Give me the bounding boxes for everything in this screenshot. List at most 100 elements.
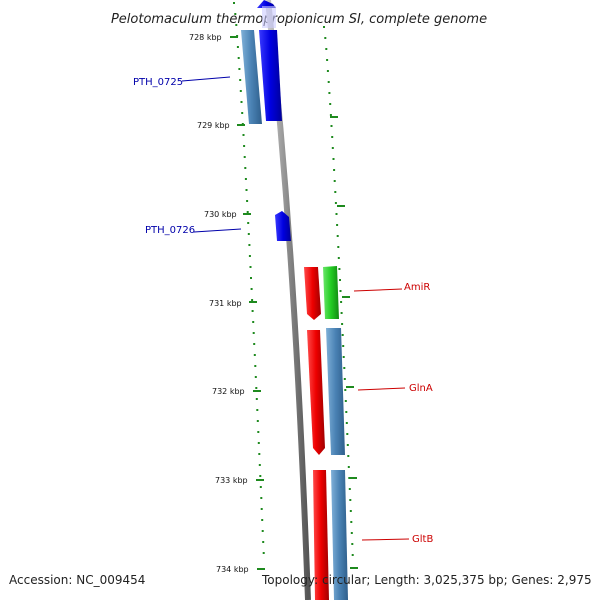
scale-dot <box>344 389 347 391</box>
scale-dot <box>347 455 350 457</box>
kbp-tick-label: 729 kbp <box>197 121 230 130</box>
scale-dot <box>326 59 329 61</box>
scale-dot <box>334 202 337 204</box>
scale-dot <box>244 178 247 180</box>
scale-dot <box>240 101 243 103</box>
scale-dot <box>260 497 263 499</box>
scale-dot <box>347 466 350 468</box>
scale-dot <box>248 244 251 246</box>
gene-feature-glna-steel <box>326 328 345 455</box>
scale-dot <box>247 233 250 235</box>
scale-dot <box>341 323 344 325</box>
scale-dot <box>239 79 242 81</box>
scale-dot <box>339 279 341 281</box>
scale-dot <box>348 488 351 490</box>
scale-dot <box>262 552 265 554</box>
scale-dot <box>260 508 263 510</box>
scale-dot <box>257 442 260 444</box>
gene-feature-pth0725-blue <box>259 30 282 121</box>
scale-dot <box>332 158 335 160</box>
scale-dot <box>234 13 237 15</box>
kbp-tick-label: 732 kbp <box>212 387 245 396</box>
scale-dot <box>245 189 248 191</box>
scale-dot <box>236 46 239 48</box>
scale-dot <box>244 167 247 169</box>
scale-dot <box>349 510 352 512</box>
scale-dot <box>338 268 341 270</box>
label-leader-pth0726 <box>193 228 242 233</box>
scale-dot <box>251 310 254 312</box>
scale-dot <box>325 48 328 50</box>
scale-dot <box>351 543 354 545</box>
scale-dot <box>331 136 334 138</box>
gene-feature-glna-red <box>307 330 325 455</box>
scale-dot <box>345 422 348 424</box>
scale-dot <box>243 156 246 158</box>
scale-dot <box>336 235 339 237</box>
scale-dot <box>246 211 249 213</box>
kbp-scale: 728 kbp 729 kbp 730 kbp 731 kbp 732 kbp … <box>189 33 249 574</box>
scale-major-tick <box>256 479 264 481</box>
gene-feature-amir-green <box>323 266 339 319</box>
scale-dot <box>343 367 346 369</box>
accession-text: Accession: NC_009454 <box>9 573 146 587</box>
gene-label-glna[interactable]: GlnA <box>409 383 433 394</box>
label-leader-pth0725 <box>181 76 231 82</box>
scale-dot <box>258 464 261 466</box>
gene-label-pth0726[interactable]: PTH_0726 <box>145 225 195 236</box>
topology-text: Topology: circular; Length: 3,025,375 bp… <box>262 573 592 587</box>
gene-feature-top-fragment <box>262 6 276 28</box>
gene-feature-gltb-red <box>313 470 329 600</box>
scale-dot <box>249 266 252 268</box>
scale-dot <box>327 81 330 83</box>
label-leader-glna <box>357 387 406 391</box>
label-leader-amir <box>353 288 403 292</box>
scale-dot <box>261 519 264 521</box>
scale-major-tick <box>337 205 345 207</box>
scale-dot <box>256 409 259 411</box>
scale-major-tick <box>257 568 265 570</box>
gene-feature-pth0725-steel <box>241 30 262 124</box>
gene-label-pth0725[interactable]: PTH_0725 <box>133 77 183 88</box>
scale-dot <box>255 387 258 389</box>
scale-dot <box>238 68 241 70</box>
scale-dot <box>324 37 327 39</box>
scale-major-tick <box>350 567 358 569</box>
scale-dot <box>250 277 252 279</box>
kbp-tick-label: 728 kbp <box>189 33 222 42</box>
scale-dot <box>335 213 338 215</box>
scale-dot <box>258 453 261 455</box>
kbp-tick-label: 733 kbp <box>215 476 248 485</box>
scale-dot <box>331 147 334 149</box>
scale-dot <box>259 475 262 477</box>
scale-dot <box>253 354 256 356</box>
scale-dot <box>340 301 343 303</box>
scale-dot <box>342 356 345 358</box>
gene-label-gltb[interactable]: GltB <box>412 534 433 545</box>
scale-dot <box>330 125 333 127</box>
scale-dot <box>340 312 343 314</box>
scale-dot <box>246 200 249 202</box>
scale-dot <box>328 92 331 94</box>
scale-dot <box>329 103 332 105</box>
scale-dot <box>256 420 259 422</box>
scale-dot <box>344 400 347 402</box>
scale-major-tick <box>237 124 245 126</box>
gene-feature-amir-red <box>304 267 321 320</box>
scale-dot <box>255 398 258 400</box>
scale-major-tick <box>249 301 257 303</box>
scale-major-tick <box>349 477 357 479</box>
scale-dot <box>254 376 257 378</box>
scale-dot <box>329 114 332 116</box>
scale-dot <box>243 145 246 147</box>
scale-dot <box>350 532 353 534</box>
gene-feature-gltb-steel <box>331 470 348 600</box>
label-leader-gltb <box>361 538 410 541</box>
scale-dot <box>343 378 346 380</box>
scale-dot <box>237 57 240 59</box>
scale-dot <box>336 224 339 226</box>
gene-label-amir[interactable]: AmiR <box>404 282 430 293</box>
scale-major-tick <box>253 390 261 392</box>
kbp-tick-label: 731 kbp <box>209 299 242 308</box>
scale-dot <box>346 433 349 435</box>
